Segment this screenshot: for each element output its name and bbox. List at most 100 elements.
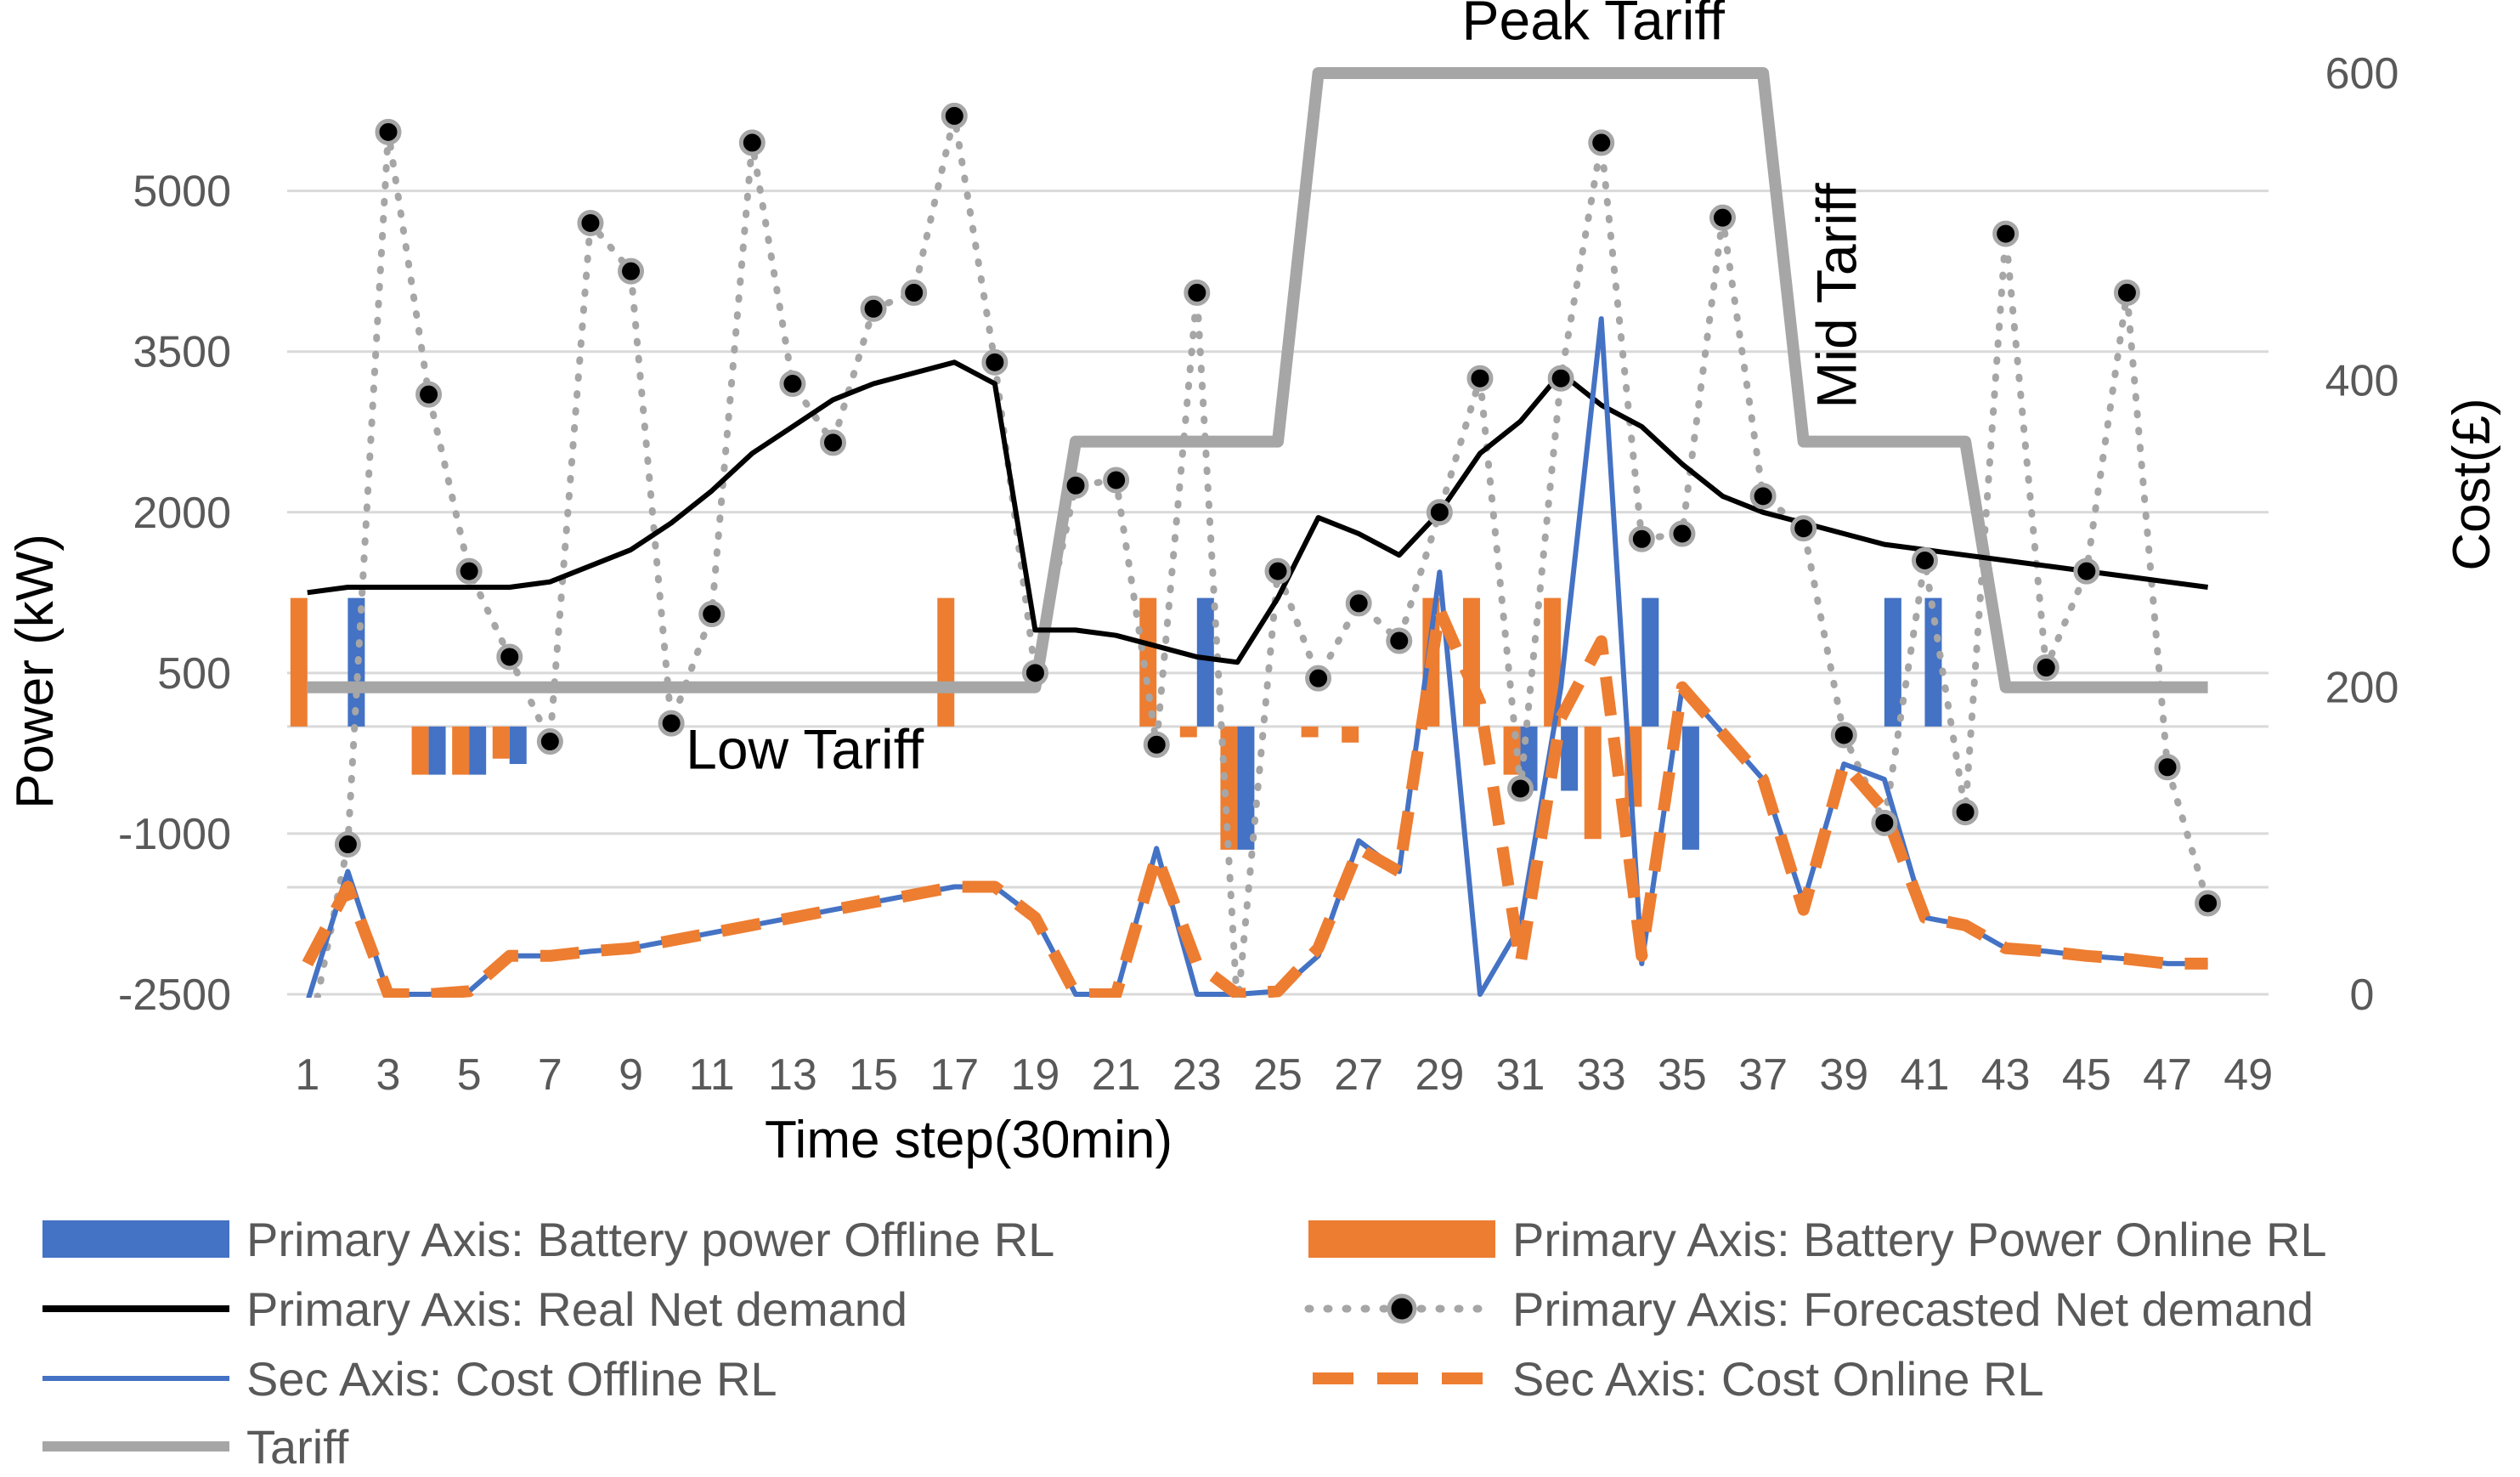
- y-tick-secondary-0: 0: [2350, 971, 2375, 1020]
- low-tariff-label: Low Tariff: [686, 717, 924, 780]
- marker-forecast-45: [2073, 557, 2100, 585]
- bar-offline-23: [1196, 597, 1214, 727]
- marker-forecast-32: [1547, 365, 1574, 392]
- bar-offline-4: [428, 726, 446, 775]
- y-tick-primary-3: 2000: [133, 489, 231, 538]
- x-tick-9: 9: [619, 1050, 643, 1100]
- x-tick-39: 39: [1819, 1050, 1868, 1100]
- gridlines: [287, 190, 2269, 996]
- x-tick-35: 35: [1658, 1050, 1707, 1100]
- legend-item-battery-online[interactable]: Primary Axis: Battery Power Online RL: [1308, 1213, 2327, 1266]
- x-tick-27: 27: [1334, 1050, 1383, 1100]
- marker-forecast-42: [1952, 799, 1979, 826]
- legend-label-tariff: Tariff: [246, 1420, 349, 1474]
- marker-forecast-39: [1830, 722, 1857, 749]
- x-tick-11: 11: [689, 1050, 735, 1100]
- marker-forecast-6: [496, 643, 523, 671]
- marker-forecast-31: [1507, 775, 1534, 802]
- x-tick-23: 23: [1172, 1050, 1222, 1100]
- marker-forecast-14: [819, 429, 846, 456]
- line-real-net-demand: [307, 359, 2208, 665]
- marker-forecast-43: [1992, 220, 2020, 247]
- marker-forecast-17: [941, 102, 968, 129]
- legend-item-forecast-net-demand[interactable]: Primary Axis: Forecasted Net demand: [1304, 1282, 2314, 1336]
- x-tick-13: 13: [768, 1050, 817, 1100]
- bar-online-6: [492, 726, 510, 759]
- x-tick-41: 41: [1901, 1050, 1950, 1100]
- bar-online-17: [937, 597, 955, 727]
- x-tick-19: 19: [1011, 1050, 1060, 1100]
- legend-item-battery-offline[interactable]: Primary Axis: Battery power Offline RL: [42, 1213, 1054, 1266]
- x-tick-31: 31: [1496, 1050, 1545, 1100]
- marker-forecast-22: [1143, 731, 1170, 758]
- x-tick-17: 17: [929, 1050, 979, 1100]
- legend-swatch-forecast-marker: [1387, 1293, 1417, 1324]
- marker-forecast-46: [2113, 279, 2140, 306]
- legend-label-forecast-net-demand: Primary Axis: Forecasted Net demand: [1512, 1282, 2314, 1336]
- legend-label-cost-offline: Sec Axis: Cost Offline RL: [246, 1352, 777, 1406]
- marker-forecast-7: [536, 728, 563, 755]
- y-axis-title-secondary: Cost(£): [2443, 398, 2501, 570]
- x-tick-45: 45: [2062, 1050, 2111, 1100]
- marker-forecast-3: [375, 118, 402, 145]
- marker-forecast-18: [981, 348, 1009, 376]
- marker-forecast-41: [1911, 547, 1938, 574]
- x-tick-25: 25: [1253, 1050, 1302, 1100]
- peak-tariff-label: Peak Tariff: [1462, 0, 1726, 51]
- x-axis-title: Time step(30min): [765, 1111, 1172, 1169]
- marker-forecast-40: [1871, 809, 1898, 836]
- x-tick-37: 37: [1738, 1050, 1788, 1100]
- y-tick-primary-2: 500: [157, 649, 231, 699]
- legend-swatch-battery-online: [1308, 1220, 1495, 1258]
- marker-forecast-33: [1588, 129, 1615, 156]
- x-tick-3: 3: [376, 1050, 401, 1100]
- marker-forecast-15: [860, 295, 887, 322]
- legend-label-battery-offline: Primary Axis: Battery power Offline RL: [246, 1213, 1054, 1266]
- marker-forecast-21: [1103, 467, 1130, 494]
- marker-forecast-26: [1305, 665, 1332, 692]
- forecast-markers: [334, 102, 2222, 998]
- x-tick-1: 1: [295, 1050, 319, 1100]
- line-tariff: [307, 67, 2208, 693]
- marker-forecast-5: [455, 557, 483, 585]
- y-axis-title-primary: Power (kW): [6, 534, 65, 809]
- y-tick-primary-1: -1000: [118, 810, 231, 859]
- marker-forecast-35: [1669, 520, 1696, 547]
- y-tick-primary-0: -2500: [118, 971, 231, 1020]
- marker-forecast-28: [1386, 627, 1413, 654]
- marker-forecast-8: [577, 209, 604, 236]
- marker-forecast-24: [1234, 997, 1241, 998]
- axis-ticks: 1 3 5 7 9 11 13 15 17 19 21 23 25 27 29 31 33 35 37 39 41 43 4…: [118, 49, 2399, 1100]
- legend-label-real-net-demand: Primary Axis: Real Net demand: [246, 1282, 907, 1336]
- bar-offline-34: [1641, 597, 1659, 727]
- marker-forecast-20: [1062, 472, 1089, 499]
- marker-forecast-4: [415, 381, 443, 408]
- marker-forecast-34: [1628, 525, 1655, 552]
- bar-offline-41: [1924, 597, 1942, 727]
- marker-forecast-19: [1021, 659, 1048, 687]
- marker-forecast-9: [618, 257, 645, 285]
- marker-forecast-48: [2195, 890, 2222, 917]
- legend-item-tariff[interactable]: Tariff: [42, 1420, 349, 1474]
- y-tick-secondary-3: 600: [2325, 49, 2399, 99]
- marker-forecast-47: [2154, 754, 2181, 781]
- bar-offline-35: [1681, 726, 1699, 850]
- marker-forecast-29: [1426, 499, 1453, 526]
- bar-offline-40: [1884, 597, 1901, 727]
- x-tick-7: 7: [538, 1050, 562, 1100]
- bar-online-4: [411, 726, 429, 775]
- legend-item-cost-online[interactable]: Sec Axis: Cost Online RL: [0, 0, 2044, 1406]
- marker-forecast-2: [334, 831, 361, 858]
- marker-forecast-30: [1466, 365, 1494, 392]
- x-tick-33: 33: [1577, 1050, 1626, 1100]
- bar-online-30: [1462, 597, 1480, 727]
- marker-forecast-36: [1709, 204, 1737, 231]
- legend-item-cost-offline[interactable]: Sec Axis: Cost Offline RL: [42, 1352, 777, 1406]
- bar-offline-6: [509, 726, 527, 764]
- legend-item-real-net-demand[interactable]: Primary Axis: Real Net demand: [42, 1282, 907, 1336]
- bar-offline-5: [469, 726, 487, 775]
- y-tick-secondary-1: 200: [2325, 664, 2399, 713]
- legend-label-cost-online: Sec Axis: Cost Online RL: [1512, 1352, 2044, 1406]
- bar-online-5: [452, 726, 470, 775]
